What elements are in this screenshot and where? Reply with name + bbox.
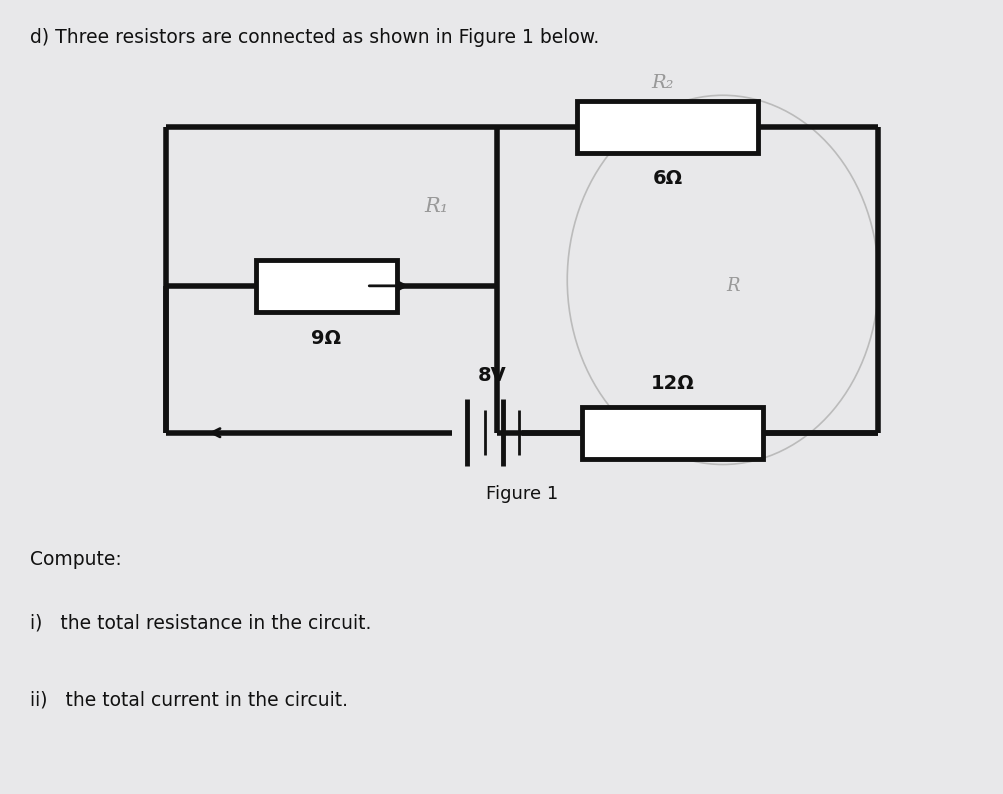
Text: 6Ω: 6Ω [652,169,682,187]
Text: i)   the total resistance in the circuit.: i) the total resistance in the circuit. [30,614,371,633]
Bar [256,260,396,311]
Text: ii)   the total current in the circuit.: ii) the total current in the circuit. [30,691,348,710]
Text: 9Ω: 9Ω [311,329,341,348]
Text: R₁: R₁ [424,197,448,216]
Text: 12Ω: 12Ω [650,374,694,392]
Text: R₂: R₂ [651,75,673,92]
Bar [582,407,762,459]
Text: 8V: 8V [477,366,506,385]
Text: d) Three resistors are connected as shown in Figure 1 below.: d) Three resistors are connected as show… [30,28,599,47]
Bar [577,102,757,152]
Text: Figure 1: Figure 1 [485,485,558,503]
Text: Compute:: Compute: [30,550,121,569]
Text: R: R [725,277,739,295]
